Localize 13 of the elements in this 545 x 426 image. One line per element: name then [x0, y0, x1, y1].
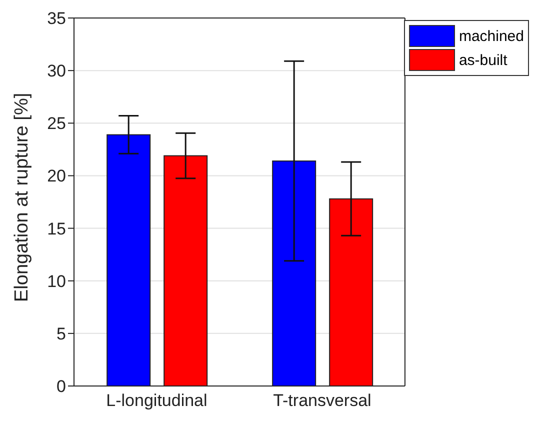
y-tick-label: 10: [47, 272, 66, 291]
y-tick-label: 15: [47, 219, 66, 238]
y-tick-label: 35: [47, 9, 66, 28]
y-tick-label: 5: [56, 324, 66, 344]
y-axis-title: Elongation at rupture [%]: [12, 92, 33, 302]
y-tick-label: 20: [47, 166, 66, 186]
y-tick-label: 0: [56, 377, 66, 396]
y-tick-label: 25: [47, 114, 66, 134]
legend-label: machined: [458, 28, 524, 44]
y-tick-label: 30: [47, 62, 66, 81]
legend-label: as-built: [458, 52, 508, 68]
x-tick-label: L-longitudinal: [106, 391, 208, 410]
x-tick-label: T-transversal: [273, 391, 372, 410]
